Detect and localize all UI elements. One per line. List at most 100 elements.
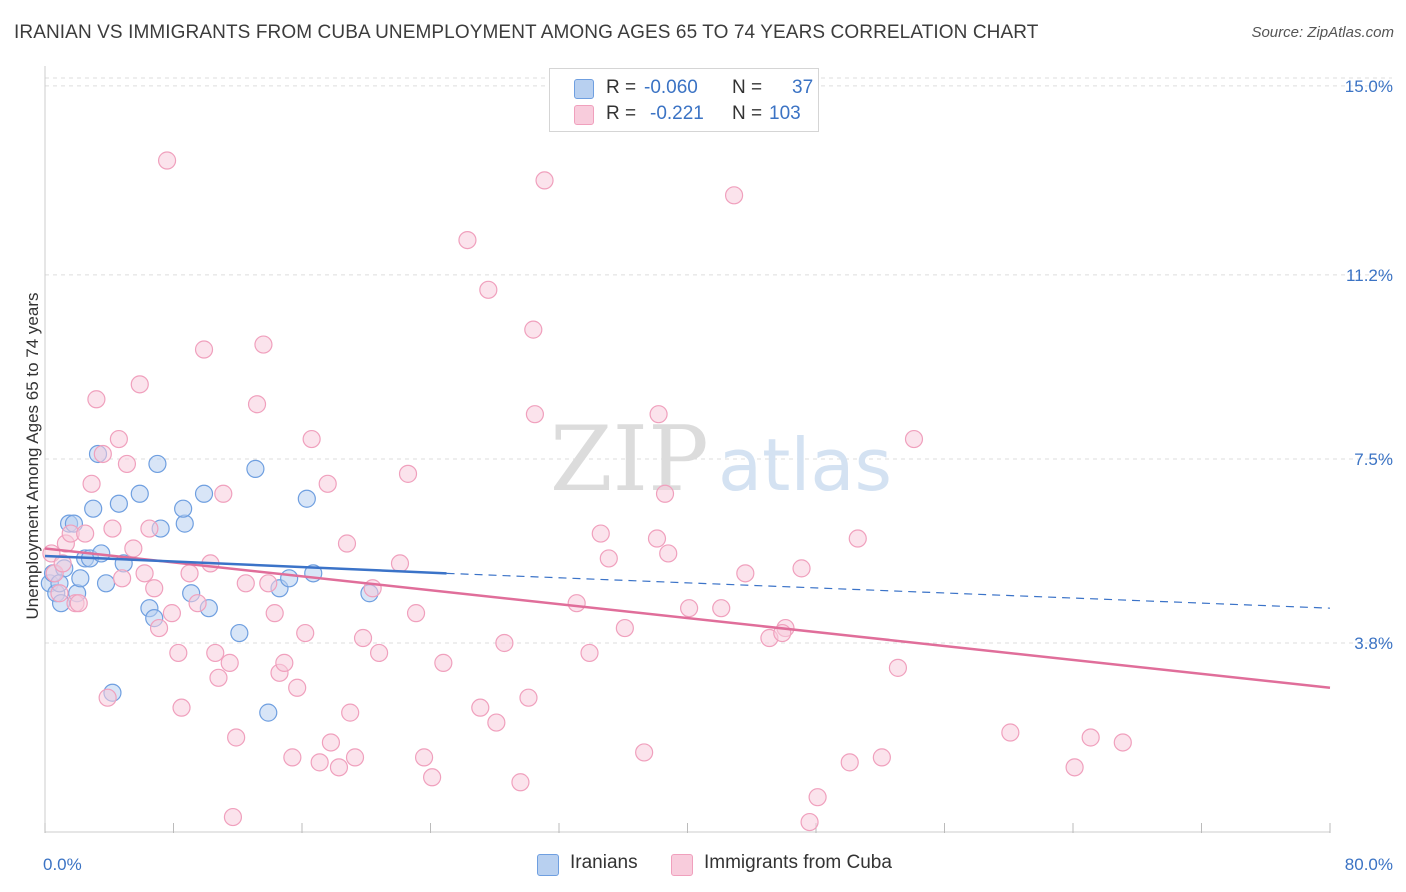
data-point: [1065, 758, 1084, 777]
trend-lines: [44, 547, 1331, 689]
data-point: [71, 569, 90, 588]
data-point: [209, 668, 228, 687]
trend-line-cuba: [44, 547, 1331, 689]
data-point: [149, 618, 169, 638]
data-point: [423, 768, 442, 787]
gridlines: [45, 77, 1392, 644]
watermark-zip: ZIP: [550, 407, 709, 512]
data-point: [157, 151, 177, 170]
data-point: [109, 429, 128, 449]
data-point: [370, 643, 389, 663]
data-point: [888, 658, 908, 677]
data-point: [130, 375, 149, 394]
stats-row-iranians: R = -0.060 N = 37: [550, 75, 818, 101]
data-point: [1001, 723, 1020, 742]
data-point: [288, 678, 307, 697]
iranians-swatch: [574, 79, 594, 99]
data-point: [206, 643, 225, 663]
data-point: [140, 519, 159, 538]
data-point: [112, 569, 132, 588]
data-point: [471, 698, 490, 717]
data-point: [511, 773, 530, 792]
data-point: [800, 812, 819, 832]
data-point: [487, 713, 506, 732]
data-point: [535, 171, 554, 190]
chart-source: Source: ZipAtlas.com: [1251, 24, 1394, 41]
legend-cuba-label: Immigrants from Cuba: [704, 852, 892, 873]
r-value: -0.060: [644, 77, 698, 98]
data-point: [180, 564, 199, 583]
stats-legend: R = -0.060 N = 37 R = -0.221 N = 103: [549, 68, 819, 132]
data-point: [792, 559, 811, 578]
data-point: [649, 405, 668, 424]
data-point: [169, 643, 188, 663]
data-point: [93, 444, 112, 464]
data-point: [655, 484, 675, 503]
data-point: [296, 623, 315, 643]
data-point: [50, 584, 69, 603]
data-point: [567, 594, 586, 613]
data-point: [148, 454, 167, 474]
data-point: [848, 529, 867, 548]
data-point: [479, 280, 498, 299]
data-point: [145, 579, 164, 598]
data-point: [329, 758, 349, 777]
r-label: R =: [606, 77, 637, 98]
data-point: [1081, 728, 1100, 747]
data-point: [227, 728, 246, 747]
series-legend: Iranians Immigrants from Cuba: [0, 851, 1406, 879]
data-point: [175, 514, 194, 533]
data-point: [117, 454, 137, 474]
data-point: [283, 748, 302, 767]
watermark-atlas: atlas: [718, 423, 892, 507]
legend-iranians-label: Iranians: [570, 852, 638, 873]
x-tick-label-min: 0.0%: [43, 855, 82, 874]
data-point: [259, 703, 278, 722]
data-point: [680, 599, 699, 618]
data-point: [275, 653, 294, 672]
data-point: [341, 703, 360, 722]
data-point: [280, 569, 299, 588]
data-point: [524, 320, 543, 339]
data-point: [712, 599, 731, 618]
data-point: [223, 807, 243, 827]
data-point: [254, 335, 273, 354]
cuba-swatch: [574, 105, 594, 125]
data-point: [398, 464, 418, 483]
data-point: [96, 574, 116, 593]
n-label: N =: [732, 77, 763, 98]
data-point: [434, 653, 453, 672]
data-point: [53, 554, 72, 573]
data-point: [135, 564, 154, 583]
y-tick-label: 11.2%: [1346, 266, 1393, 285]
data-point: [220, 653, 239, 672]
data-point: [1113, 733, 1132, 752]
axes: [44, 66, 1331, 833]
x-tick-label-max: 80.0%: [1345, 855, 1393, 874]
data-point: [247, 395, 267, 414]
data-point: [345, 748, 365, 767]
data-point: [172, 698, 191, 717]
r-value: -0.221: [650, 103, 704, 124]
data-point: [162, 604, 181, 623]
data-point: [82, 474, 101, 493]
data-point: [659, 544, 678, 563]
stats-row-cuba: R = -0.221 N = 103: [550, 101, 818, 127]
data-point: [458, 230, 477, 250]
data-point: [103, 519, 122, 538]
data-point: [174, 499, 193, 518]
data-point: [519, 688, 538, 707]
y-tick-label: 3.8%: [1354, 634, 1393, 653]
data-point: [808, 788, 827, 807]
data-point: [265, 604, 284, 623]
x-tick-labels: 0.0% 80.0%: [43, 855, 1393, 874]
data-point: [246, 459, 265, 478]
data-point: [591, 524, 610, 543]
y-tick-label: 7.5%: [1354, 450, 1393, 469]
data-point: [69, 594, 88, 613]
legend-iranians-swatch: [537, 854, 559, 876]
data-point: [230, 623, 249, 643]
data-point: [214, 484, 233, 503]
data-point: [87, 390, 106, 409]
